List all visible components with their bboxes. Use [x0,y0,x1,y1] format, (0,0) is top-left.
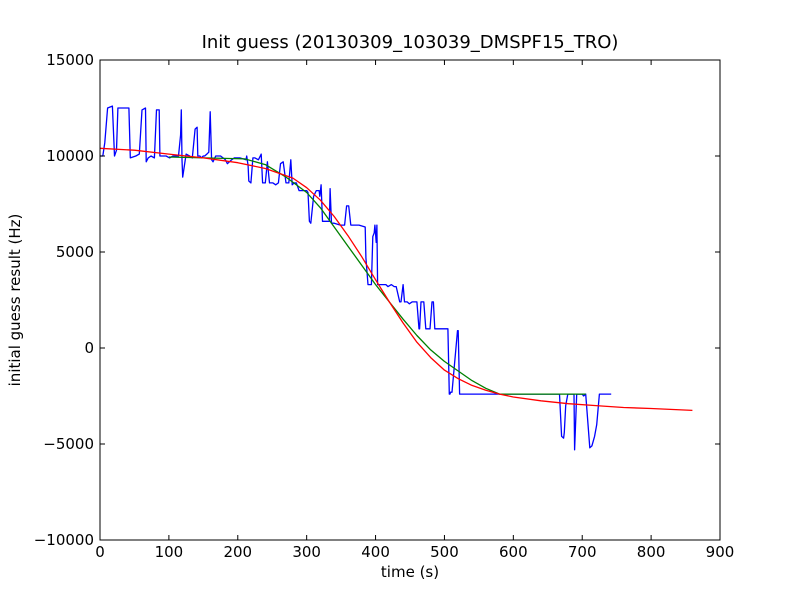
x-tick-label: 300 [292,543,321,561]
y-tick-label: 5000 [56,243,94,261]
y-tick-label: 10000 [46,147,94,165]
series-line-0 [100,105,612,451]
x-tick-label: 600 [499,543,528,561]
x-tick-label: 400 [361,543,390,561]
x-tick-label: 500 [430,543,459,561]
chart-title: Init guess (20130309_103039_DMSPF15_TRO) [202,32,619,53]
plot-frame [99,59,721,541]
x-tick-label: 900 [706,543,735,561]
x-tick-label: 700 [568,543,597,561]
x-tick-label: 0 [95,543,105,561]
series-layer [100,105,693,451]
x-tick-label: 800 [637,543,666,561]
y-tick-label: 15000 [46,51,94,69]
x-tick-label: 100 [155,543,184,561]
x-axis: 0 100 200 300 400 500 600 700 800 900 [95,60,734,561]
x-tick-label: 200 [223,543,252,561]
y-tick-label: −10000 [34,531,94,549]
x-axis-label: time (s) [381,563,439,581]
y-axis-label: initial guess result (Hz) [6,214,24,387]
y-axis: −10000 −5000 0 5000 10000 15000 [34,51,720,549]
series-line-2 [100,147,693,412]
y-tick-label: −5000 [43,435,94,453]
y-tick-label: 0 [84,339,94,357]
